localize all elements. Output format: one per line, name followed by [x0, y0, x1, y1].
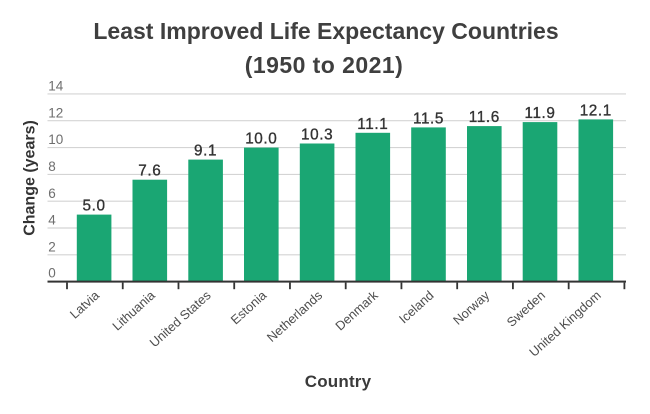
svg-text:11.6: 11.6 [469, 109, 500, 126]
svg-text:4: 4 [48, 213, 56, 228]
svg-text:11.9: 11.9 [524, 105, 555, 122]
svg-text:2: 2 [48, 239, 56, 254]
svg-text:6: 6 [48, 186, 56, 201]
svg-text:Country: Country [305, 372, 372, 391]
svg-text:10.0: 10.0 [245, 131, 277, 148]
svg-text:10: 10 [48, 132, 63, 147]
svg-text:Least Improved Life Expectancy: Least Improved Life Expectancy Countries [93, 18, 558, 44]
svg-text:9.1: 9.1 [194, 143, 217, 160]
svg-text:11.1: 11.1 [357, 116, 388, 133]
svg-text:11.5: 11.5 [413, 110, 444, 127]
svg-text:Change (years): Change (years) [22, 120, 39, 236]
svg-text:(1950 to 2021): (1950 to 2021) [245, 52, 403, 78]
svg-text:7.6: 7.6 [138, 163, 161, 180]
svg-text:12: 12 [48, 105, 63, 120]
svg-text:14: 14 [48, 79, 64, 94]
svg-text:8: 8 [48, 159, 56, 174]
svg-text:12.1: 12.1 [580, 102, 612, 119]
svg-text:10.3: 10.3 [301, 127, 333, 144]
svg-text:5.0: 5.0 [83, 198, 106, 215]
svg-text:0: 0 [48, 266, 56, 281]
